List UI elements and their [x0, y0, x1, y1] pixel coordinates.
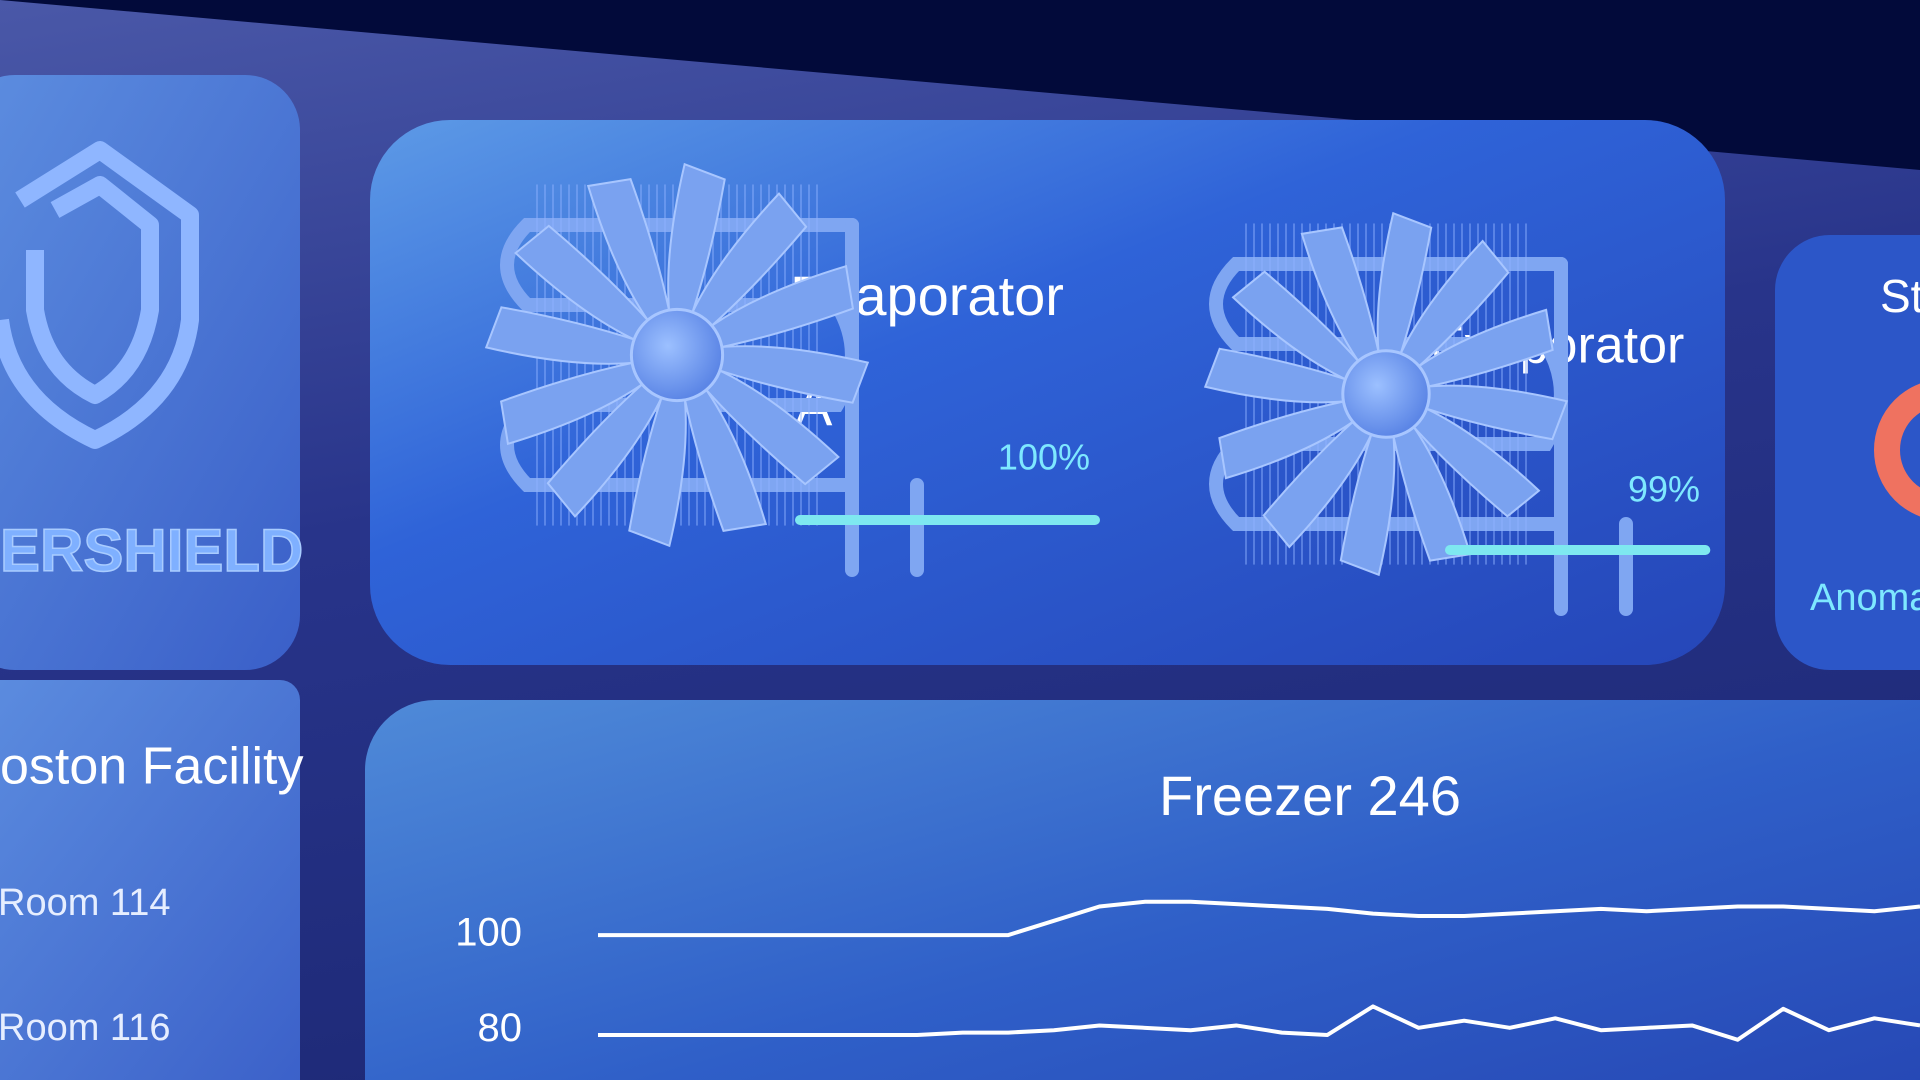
fan-blade [1218, 392, 1389, 480]
fan-hub [629, 307, 725, 403]
status-title: Sta [1880, 270, 1920, 322]
fan-blade [514, 224, 680, 357]
fan-blade [1231, 270, 1389, 396]
fan-blade [1383, 392, 1541, 518]
fan-blade [1384, 391, 1472, 562]
shield-logo [0, 141, 199, 449]
fan-blade [586, 177, 679, 358]
fan-blade [1383, 308, 1554, 396]
status-label: Anomaly [1810, 577, 1920, 619]
chart-title: Freezer 246 [1159, 764, 1461, 827]
fan-blade [484, 306, 681, 365]
y-tick-label: 100 [455, 911, 522, 955]
fan-hub [1341, 349, 1431, 439]
fan-blade [1300, 226, 1388, 397]
status-ring [1874, 383, 1920, 517]
fan-blade [499, 353, 680, 446]
facility-panel [0, 680, 300, 1080]
fan-blade [1262, 391, 1388, 549]
fan-blade [667, 162, 726, 359]
fan-blade [1203, 347, 1390, 404]
fan-blade [628, 351, 687, 548]
evaporator-percent: 99% [1628, 469, 1700, 510]
evaporator-percent: 100% [998, 437, 1090, 478]
logo-panel [0, 75, 300, 670]
facility-name: oston Facility [0, 738, 303, 796]
fan-blade [1376, 211, 1433, 398]
fan-blade [675, 192, 808, 358]
fan-blade [1384, 239, 1510, 397]
data-line [598, 1004, 1920, 1042]
room-item[interactable]: Room 114 [0, 882, 171, 924]
status-card [1775, 235, 1920, 670]
fan-blade [675, 352, 768, 533]
room-item[interactable]: Room 116 [0, 1007, 171, 1049]
progress-bar [795, 515, 1100, 525]
fan-blade [674, 264, 855, 357]
fan-blade [1339, 390, 1396, 577]
chart-panel [365, 700, 1920, 1080]
data-line [598, 899, 1920, 938]
fan-blade [674, 353, 840, 486]
brand: ERSHIELD [0, 517, 303, 584]
fan-blade [546, 352, 679, 518]
fan [484, 162, 870, 548]
y-tick-label: 80 [478, 1006, 523, 1050]
progress-bar [1445, 545, 1711, 555]
fan [1203, 211, 1569, 577]
